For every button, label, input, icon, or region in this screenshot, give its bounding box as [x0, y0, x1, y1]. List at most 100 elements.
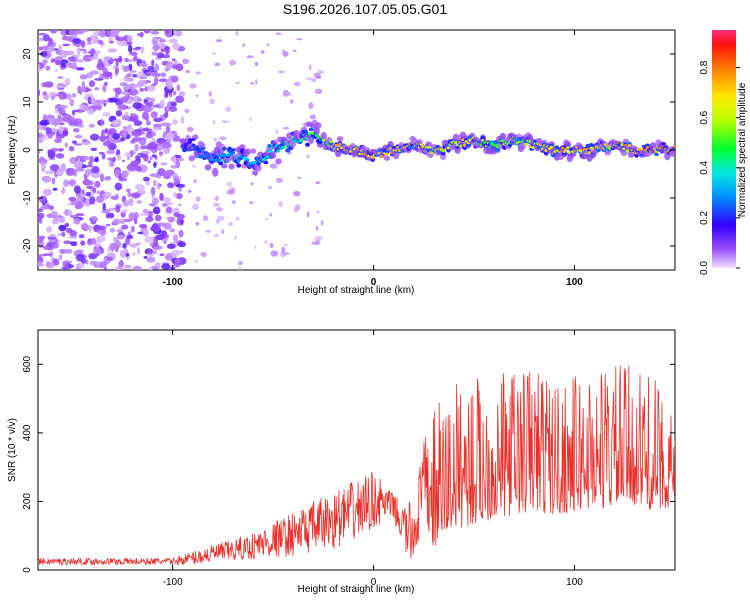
signal-ridge: [426, 145, 431, 149]
noise-blob: [73, 128, 80, 133]
noise-blob: [174, 60, 178, 65]
signal-band: [654, 152, 659, 156]
noise-blob: [41, 168, 45, 172]
noise-blob: [72, 38, 82, 44]
noise-blob: [102, 193, 108, 198]
noise-blob: [282, 89, 290, 97]
noise-blob: [250, 82, 255, 85]
noise-blob: [77, 124, 85, 128]
noise-blob: [68, 196, 77, 202]
noise-blob: [142, 229, 150, 237]
noise-blob: [100, 130, 106, 139]
noise-blob: [212, 120, 216, 125]
noise-blob: [141, 128, 150, 132]
signal-ridge: [672, 145, 675, 148]
noise-blob: [65, 263, 69, 270]
signal-ridge: [562, 150, 567, 153]
signal-band: [221, 146, 227, 151]
noise-blob: [54, 216, 61, 221]
signal-halo: [251, 170, 259, 176]
noise-blob: [108, 207, 118, 211]
noise-blob: [156, 52, 165, 59]
noise-blob: [104, 140, 111, 145]
noise-blob: [269, 242, 274, 248]
y-tick-label: -10: [22, 190, 33, 205]
noise-blob: [168, 106, 178, 112]
noise-blob: [268, 185, 272, 190]
noise-blob: [158, 78, 168, 83]
noise-blob: [49, 205, 54, 211]
noise-blob: [116, 154, 122, 161]
noise-blob: [58, 126, 64, 134]
noise-blob: [152, 206, 161, 215]
noise-blob: [296, 38, 303, 41]
signal-band: [305, 142, 310, 147]
noise-blob: [54, 107, 59, 115]
noise-blob: [94, 180, 101, 188]
noise-blob: [55, 133, 65, 140]
noise-blob: [79, 89, 83, 95]
noise-blob: [316, 225, 319, 231]
x-tick-label: 0: [371, 577, 377, 588]
noise-blob: [153, 238, 159, 247]
signal-ridge: [191, 143, 196, 147]
noise-blob: [195, 94, 199, 98]
noise-blob: [128, 63, 133, 71]
noise-blob: [215, 39, 223, 43]
noise-blob: [159, 253, 165, 256]
colorbar-tick-label: 0.6: [699, 110, 710, 124]
noise-blob: [48, 118, 59, 126]
noise-blob: [153, 179, 157, 187]
noise-blob: [75, 213, 85, 217]
noise-blob: [126, 114, 130, 121]
noise-blob: [51, 242, 59, 249]
noise-blob: [127, 83, 138, 90]
noise-blob: [139, 45, 145, 54]
noise-blob: [177, 241, 186, 248]
noise-blob: [141, 74, 148, 78]
noise-blob: [160, 49, 165, 53]
noise-blob: [168, 38, 178, 44]
signal-halo: [335, 150, 342, 157]
y-tick-label: 200: [22, 493, 33, 510]
noise-blob: [54, 69, 58, 72]
noise-blob: [40, 160, 45, 166]
noise-blob: [58, 254, 63, 261]
y-tick-label: 20: [22, 48, 33, 60]
signal-ridge: [578, 149, 583, 153]
noise-blob: [85, 191, 92, 197]
noise-blob: [193, 179, 197, 184]
noise-blob: [90, 147, 98, 152]
noise-blob: [104, 128, 109, 134]
noise-blob: [185, 69, 190, 74]
noise-blob: [76, 46, 81, 55]
spectrogram-x-label: Height of straight line (km): [298, 285, 415, 296]
noise-blob: [214, 62, 220, 67]
signal-band: [267, 144, 272, 148]
noise-blob: [80, 30, 90, 33]
noise-blob: [142, 104, 152, 113]
noise-blob: [47, 46, 55, 53]
noise-blob: [40, 45, 50, 51]
signal-ridge: [560, 146, 565, 150]
noise-blob: [246, 55, 254, 59]
noise-blob: [38, 140, 44, 143]
noise-blob: [68, 145, 75, 152]
noise-blob: [266, 43, 270, 47]
noise-blob: [109, 227, 116, 233]
snr-x-ticks: -100 0 100: [163, 330, 583, 588]
signal-ridge: [620, 143, 624, 147]
noise-blob: [65, 209, 69, 215]
noise-blob: [155, 262, 161, 268]
noise-blob: [282, 126, 290, 130]
noise-blob: [64, 222, 70, 227]
x-tick-label: -100: [163, 577, 183, 588]
noise-blob: [164, 132, 175, 140]
signal-ridge: [329, 140, 333, 144]
noise-blob: [100, 173, 105, 182]
noise-blob: [97, 99, 108, 104]
noise-blob: [119, 218, 125, 225]
noise-blob: [132, 265, 142, 270]
noise-blob: [137, 79, 147, 86]
